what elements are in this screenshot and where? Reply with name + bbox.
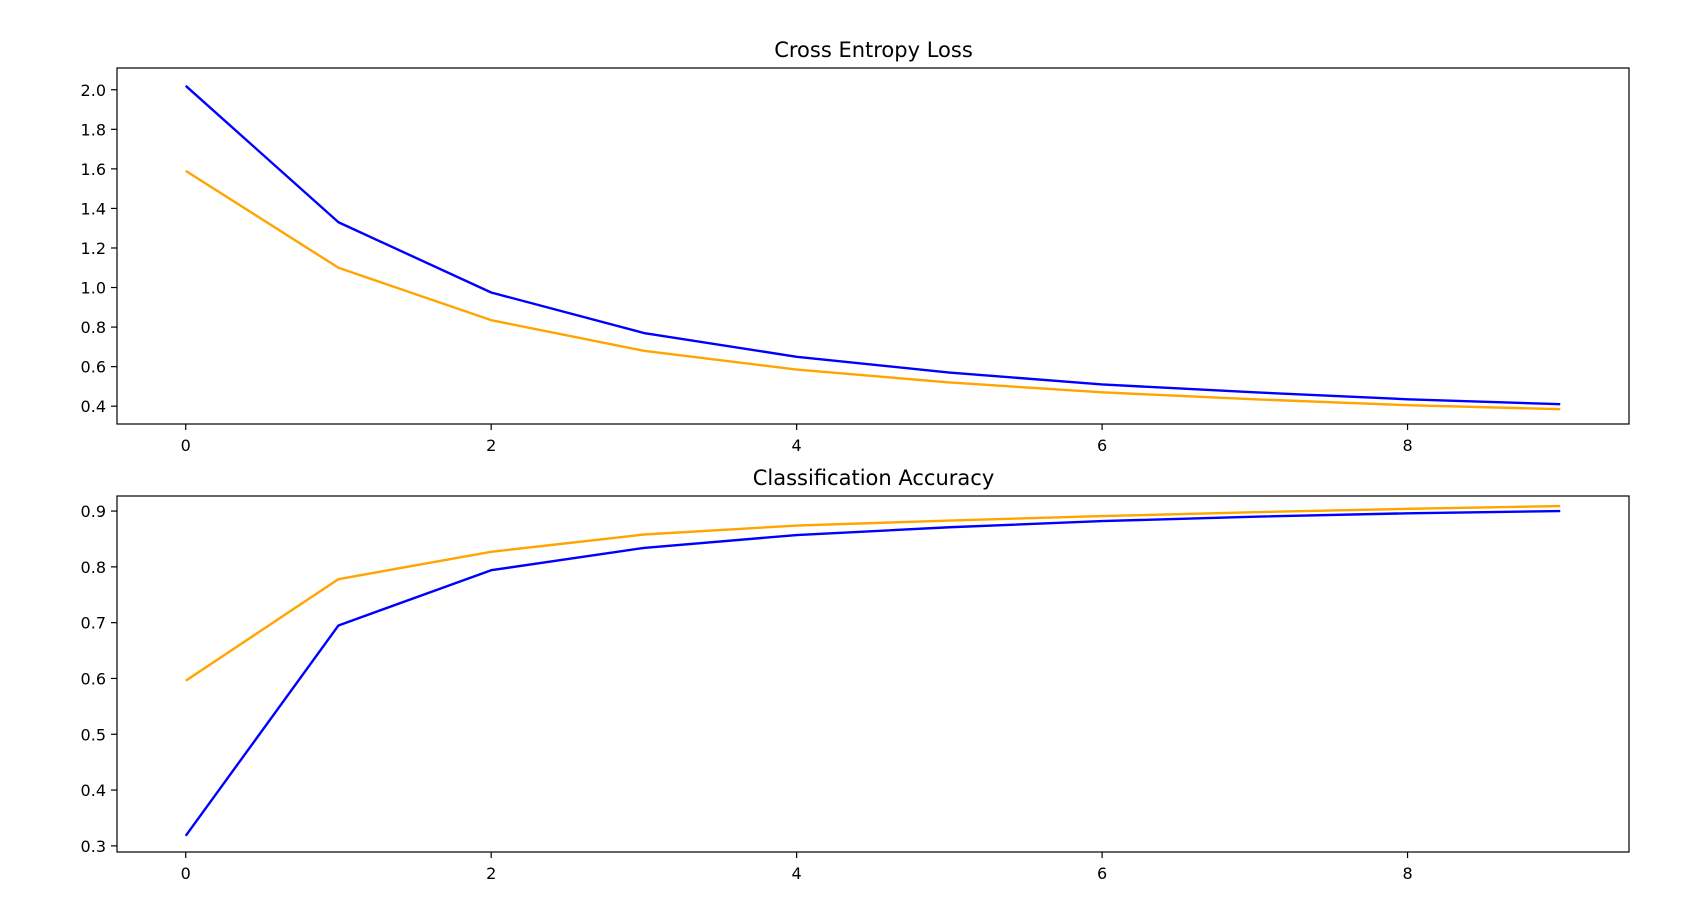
series-line-2 [185, 504, 1561, 682]
y-tick-label: 1.8 [81, 120, 106, 139]
plot-frame [116, 67, 1630, 425]
loss-chart: Cross Entropy Loss 0 2 4 6 8 0.4 0.6 0.8 1.0 1.2 1… [81, 38, 1630, 455]
series-line-1 [184, 509, 1561, 837]
series-line-2 [185, 169, 1561, 411]
y-tick-label: 0.9 [81, 502, 106, 521]
x-tick-label: 0 [181, 436, 191, 455]
x-tick-label: 4 [792, 436, 802, 455]
x-tick-label: 6 [1097, 864, 1107, 883]
series-line-1 [184, 84, 1561, 406]
y-tick-label: 0.8 [81, 558, 106, 577]
accuracy-chart: Classification Accuracy 0 2 4 6 8 0.3 0.4 0.5 0.… [81, 466, 1630, 883]
chart-title: Classification Accuracy [753, 466, 995, 490]
y-tick-label: 1.0 [81, 279, 106, 298]
x-tick-label: 0 [181, 864, 191, 883]
y-tick-label: 0.6 [81, 669, 106, 688]
x-tick-label: 8 [1402, 436, 1412, 455]
accuracy-marks: 0 2 4 6 8 0.3 0.4 0.5 0.6 0.7 0.8 0.9 [81, 502, 1561, 883]
x-tick-label: 2 [486, 864, 496, 883]
chart-title: Cross Entropy Loss [774, 38, 973, 62]
x-tick-label: 4 [792, 864, 802, 883]
y-tick-label: 0.6 [81, 358, 106, 377]
loss-marks: 0 2 4 6 8 0.4 0.6 0.8 1.0 1.2 1.4 1.6 1.8 2.0 [81, 81, 1561, 455]
y-tick-label: 2.0 [81, 81, 106, 100]
y-tick-label: 0.3 [81, 837, 106, 856]
y-tick-label: 0.7 [81, 614, 106, 633]
x-tick-label: 2 [486, 436, 496, 455]
y-tick-label: 1.4 [81, 199, 106, 218]
y-tick-label: 1.6 [81, 160, 106, 179]
x-tick-label: 6 [1097, 436, 1107, 455]
y-tick-label: 0.8 [81, 318, 106, 337]
y-tick-label: 0.5 [81, 725, 106, 744]
y-tick-label: 0.4 [81, 397, 106, 416]
plot-frame [116, 495, 1630, 853]
x-tick-label: 8 [1402, 864, 1412, 883]
y-tick-label: 0.4 [81, 781, 106, 800]
y-tick-label: 1.2 [81, 239, 106, 258]
